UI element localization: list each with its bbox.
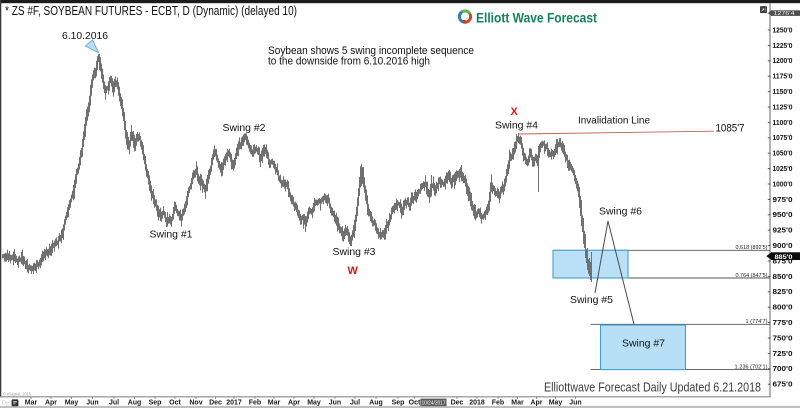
svg-text:Oct: Oct — [409, 400, 421, 407]
svg-text:Apr: Apr — [288, 400, 300, 407]
svg-text:1200'0: 1200'0 — [773, 58, 793, 65]
svg-text:1075'0: 1075'0 — [773, 135, 793, 142]
svg-text:Jul: Jul — [350, 400, 360, 407]
svg-text:Jun: Jun — [86, 400, 98, 407]
svg-text:800'0: 800'0 — [773, 305, 793, 312]
svg-text:850'0: 850'0 — [773, 274, 793, 281]
svg-text:Mar: Mar — [511, 400, 524, 407]
svg-text:Swing #3: Swing #3 — [333, 246, 376, 258]
svg-text:700'0: 700'0 — [773, 366, 793, 373]
svg-text:1100'0: 1100'0 — [773, 120, 793, 127]
svg-text:1 (774'7): 1 (774'7) — [746, 319, 768, 325]
svg-text:Mar: Mar — [25, 400, 38, 407]
svg-text:1175'0: 1175'0 — [773, 74, 793, 81]
svg-text:Sep: Sep — [392, 400, 405, 407]
svg-text:2017: 2017 — [226, 400, 242, 407]
svg-text:825'0: 825'0 — [773, 289, 793, 296]
svg-text:X: X — [511, 106, 519, 118]
svg-text:1050'0: 1050'0 — [773, 151, 793, 158]
svg-text:1.236 (702'1): 1.236 (702'1) — [735, 364, 768, 370]
svg-text:1025'0: 1025'0 — [773, 166, 793, 173]
svg-text:Aug: Aug — [369, 400, 383, 407]
svg-text:Dys: Dys — [2, 400, 11, 406]
svg-text:Dec: Dec — [451, 400, 464, 407]
svg-text:Swing #5: Swing #5 — [570, 294, 613, 306]
svg-text:885'0: 885'0 — [775, 254, 793, 261]
svg-text:Nov: Nov — [189, 400, 202, 407]
svg-text:925'0: 925'0 — [773, 228, 793, 235]
svg-text:Apr: Apr — [530, 400, 542, 407]
svg-text:Sep: Sep — [149, 400, 162, 407]
svg-text:Oct: Oct — [169, 400, 181, 407]
svg-text:750'0: 750'0 — [773, 335, 793, 342]
svg-text:Swing #7: Swing #7 — [622, 338, 665, 350]
svg-text:975'0: 975'0 — [773, 197, 793, 204]
svg-text:Jul: Jul — [109, 400, 119, 407]
svg-text:Soybean shows 5 swing incomple: Soybean shows 5 swing incomplete sequenc… — [268, 45, 474, 57]
svg-text:6.10.2016: 6.10.2016 — [62, 30, 108, 42]
svg-text:Elliott Wave Forecast: Elliott Wave Forecast — [476, 10, 597, 26]
svg-text:Feb: Feb — [249, 400, 261, 407]
svg-text:950'0: 950'0 — [773, 212, 793, 219]
svg-text:May: May — [65, 400, 79, 407]
svg-text:1276'4: 1276'4 — [774, 11, 795, 17]
svg-text:2018: 2018 — [469, 400, 485, 407]
svg-text:1150'0: 1150'0 — [773, 89, 793, 96]
svg-text:© eSignal, 2018: © eSignal, 2018 — [3, 390, 31, 397]
svg-text:1125'0: 1125'0 — [773, 105, 793, 112]
svg-text:1085'7: 1085'7 — [716, 123, 745, 135]
svg-text:Invalidation Line: Invalidation Line — [578, 115, 650, 127]
svg-text:to the downside from 6.10.2016: to the downside from 6.10.2016 high — [268, 55, 430, 67]
svg-text:Swing #4: Swing #4 — [495, 119, 538, 131]
svg-text:Swing #2: Swing #2 — [223, 122, 266, 134]
svg-text:Dec: Dec — [209, 400, 222, 407]
svg-text:Mar: Mar — [268, 400, 281, 407]
svg-text:Swing #1: Swing #1 — [150, 229, 193, 241]
svg-text:1000'0: 1000'0 — [773, 181, 793, 188]
svg-text:W: W — [348, 265, 359, 277]
svg-text:775'0: 775'0 — [773, 320, 793, 327]
svg-text:Aug: Aug — [128, 400, 142, 407]
svg-text:0.764 (847'5): 0.764 (847'5) — [736, 273, 768, 279]
svg-text:Feb: Feb — [492, 400, 504, 407]
svg-text:Apr: Apr — [45, 400, 57, 407]
svg-text:Jun: Jun — [329, 400, 341, 407]
svg-text:725'0: 725'0 — [773, 351, 793, 358]
svg-text:1225'0: 1225'0 — [773, 43, 793, 50]
svg-text:10/24/2017: 10/24/2017 — [422, 401, 446, 407]
svg-text:Elliottwave Forecast Daily Upd: Elliottwave Forecast Daily Updated 6.21.… — [544, 381, 761, 395]
svg-text:875'0: 875'0 — [773, 258, 793, 265]
svg-text:675'0: 675'0 — [773, 382, 793, 389]
svg-text:Swing #6: Swing #6 — [599, 205, 642, 217]
svg-text:Jun: Jun — [569, 400, 581, 407]
svg-text:* ZS #F, SOYBEAN FUTURES - ECB: * ZS #F, SOYBEAN FUTURES - ECBT, D (Dyna… — [5, 3, 297, 18]
svg-text:900'0: 900'0 — [773, 243, 793, 250]
svg-text:May: May — [549, 400, 563, 407]
svg-text:0.618 (892'5): 0.618 (892'5) — [736, 245, 768, 251]
svg-text:May: May — [307, 400, 321, 407]
svg-text:1250'0: 1250'0 — [773, 28, 793, 35]
